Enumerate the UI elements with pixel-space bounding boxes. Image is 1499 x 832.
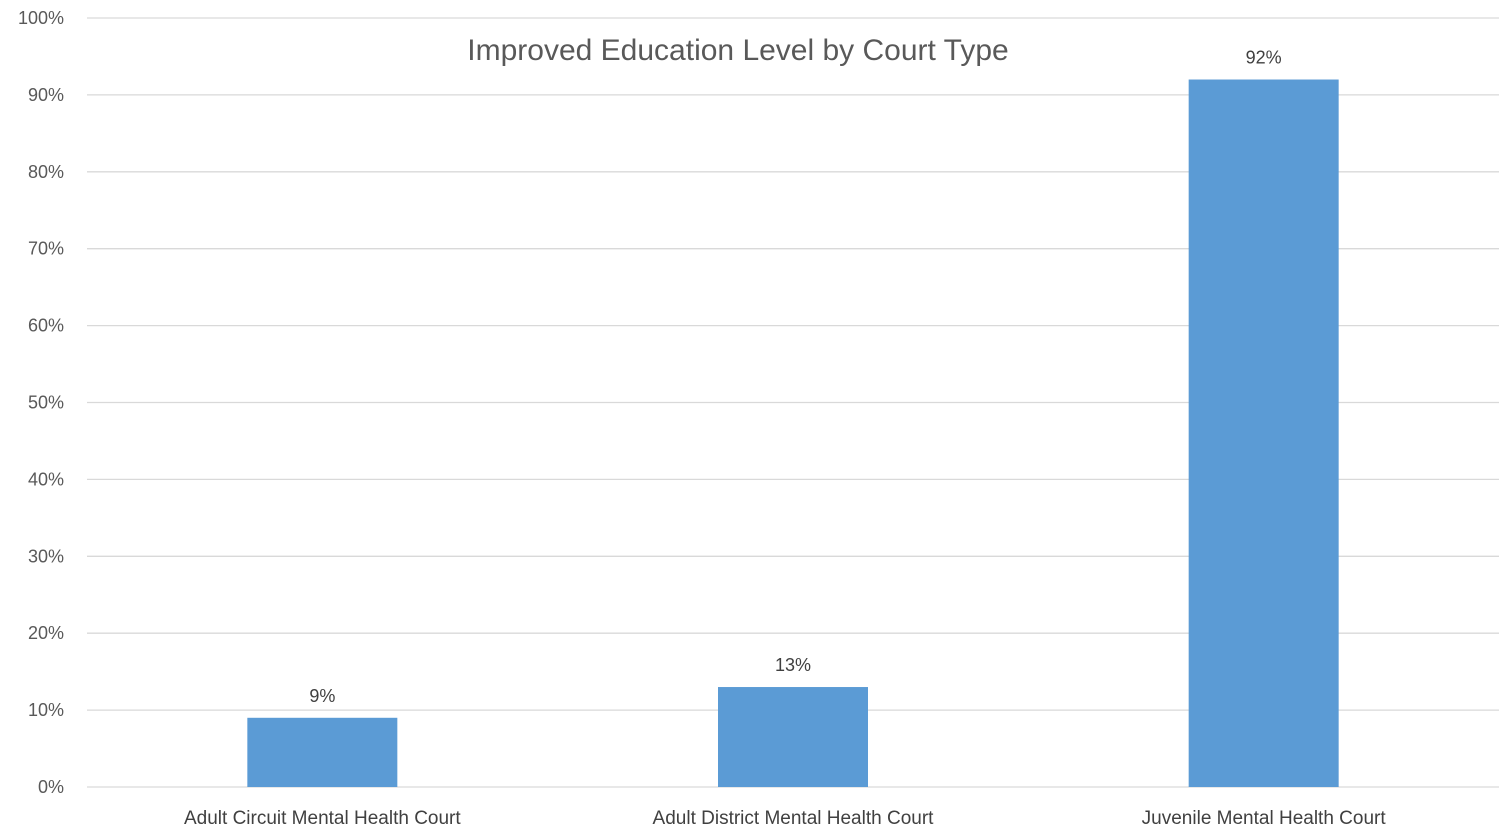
- bars: [247, 79, 1339, 787]
- y-tick-label: 20%: [28, 623, 64, 643]
- y-tick-label: 0%: [38, 777, 64, 797]
- y-tick-label: 70%: [28, 239, 64, 259]
- bar: [247, 717, 398, 787]
- y-axis-ticks: 0% 10% 20% 30% 40% 50% 60% 70% 80% 90% 100%: [18, 8, 64, 797]
- x-category-label: Adult Circuit Mental Health Court: [184, 808, 461, 829]
- y-tick-label: 10%: [28, 700, 64, 720]
- data-labels: 9% 13% 92%: [309, 48, 1281, 706]
- x-axis-labels: Adult Circuit Mental Health Court Adult D…: [184, 808, 1386, 829]
- chart-title: Improved Education Level by Court Type: [467, 34, 1008, 67]
- data-label: 92%: [1246, 48, 1282, 68]
- bar: [718, 687, 868, 787]
- y-tick-label: 90%: [28, 85, 64, 105]
- bar: [1188, 79, 1339, 787]
- data-label: 13%: [775, 655, 811, 675]
- y-tick-label: 80%: [28, 162, 64, 182]
- data-label: 9%: [309, 686, 335, 706]
- y-tick-label: 40%: [28, 469, 64, 489]
- y-tick-label: 30%: [28, 546, 64, 566]
- x-category-label: Adult District Mental Health Court: [653, 808, 935, 829]
- y-tick-label: 50%: [28, 393, 64, 413]
- y-tick-label: 100%: [18, 8, 64, 28]
- x-category-label: Juvenile Mental Health Court: [1142, 808, 1387, 829]
- y-tick-label: 60%: [28, 316, 64, 336]
